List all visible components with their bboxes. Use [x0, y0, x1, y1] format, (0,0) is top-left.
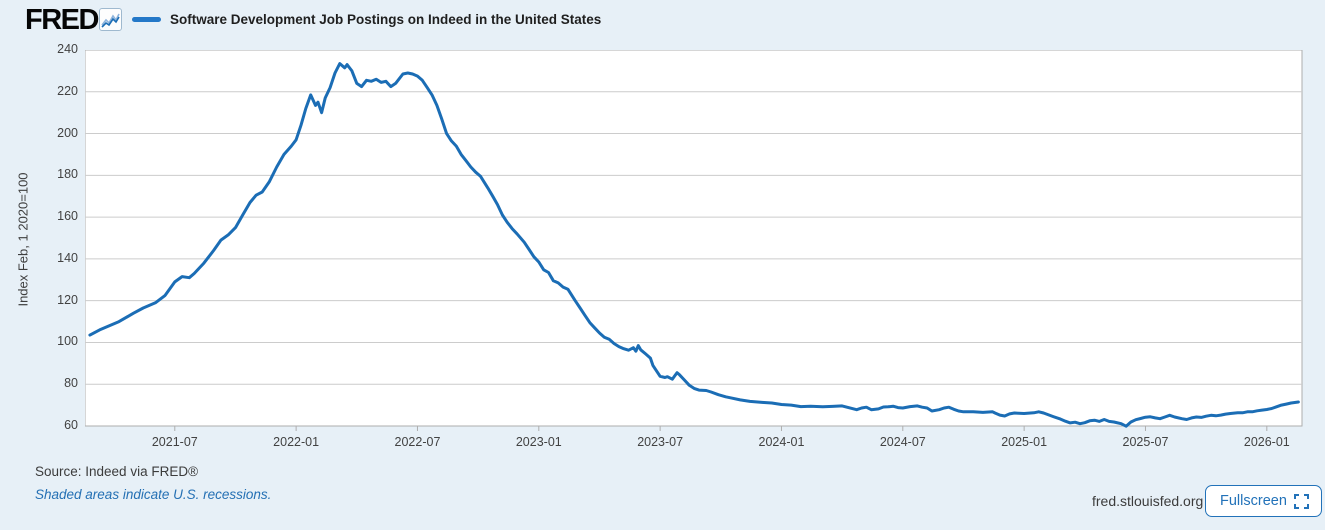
source-text: Source: Indeed via FRED® — [35, 464, 199, 479]
x-tick-label: 2025-07 — [1122, 435, 1169, 449]
y-tick-label: 200 — [57, 125, 78, 140]
legend-line-swatch — [132, 17, 161, 22]
x-tick-label: 2022-07 — [394, 435, 441, 449]
y-tick-label: 180 — [57, 167, 78, 182]
x-tick-label: 2022-01 — [273, 435, 320, 449]
series-line — [88, 62, 1300, 428]
series-title: Software Development Job Postings on Ind… — [170, 12, 602, 27]
x-tick-label: 2025-01 — [1001, 435, 1048, 449]
fullscreen-button-label: Fullscreen — [1220, 493, 1287, 509]
fullscreen-icon — [1293, 493, 1309, 509]
y-tick-label: 240 — [57, 42, 78, 56]
x-tick-label: 2026-01 — [1243, 435, 1290, 449]
y-tick-label: 140 — [57, 250, 78, 265]
y-tick-label: 80 — [64, 376, 78, 391]
fred-site-link[interactable]: fred.stlouisfed.org — [1092, 493, 1204, 509]
x-tick-label: 2023-01 — [515, 435, 562, 449]
x-tick-label: 2024-07 — [879, 435, 926, 449]
y-tick-label: 60 — [64, 418, 78, 432]
y-tick-label: 100 — [57, 334, 78, 349]
y-tick-label: 160 — [57, 209, 78, 224]
plot-border — [85, 50, 1303, 427]
fullscreen-button[interactable]: Fullscreen — [1205, 485, 1322, 517]
plot-area[interactable] — [85, 50, 1313, 436]
x-tick-label: 2023-07 — [637, 435, 684, 449]
y-tick-label: 220 — [57, 83, 78, 98]
y-axis-label: Index Feb, 1 2020=100 — [15, 172, 31, 307]
fred-logo[interactable]: FRED — [25, 4, 99, 36]
y-tick-label: 120 — [57, 292, 78, 307]
fred-logo-chart-icon — [99, 8, 122, 31]
x-tick-label: 2024-01 — [758, 435, 805, 449]
x-tick-label: 2021-07 — [151, 435, 198, 449]
recession-note-link[interactable]: Shaded areas indicate U.S. recessions. — [35, 487, 272, 502]
